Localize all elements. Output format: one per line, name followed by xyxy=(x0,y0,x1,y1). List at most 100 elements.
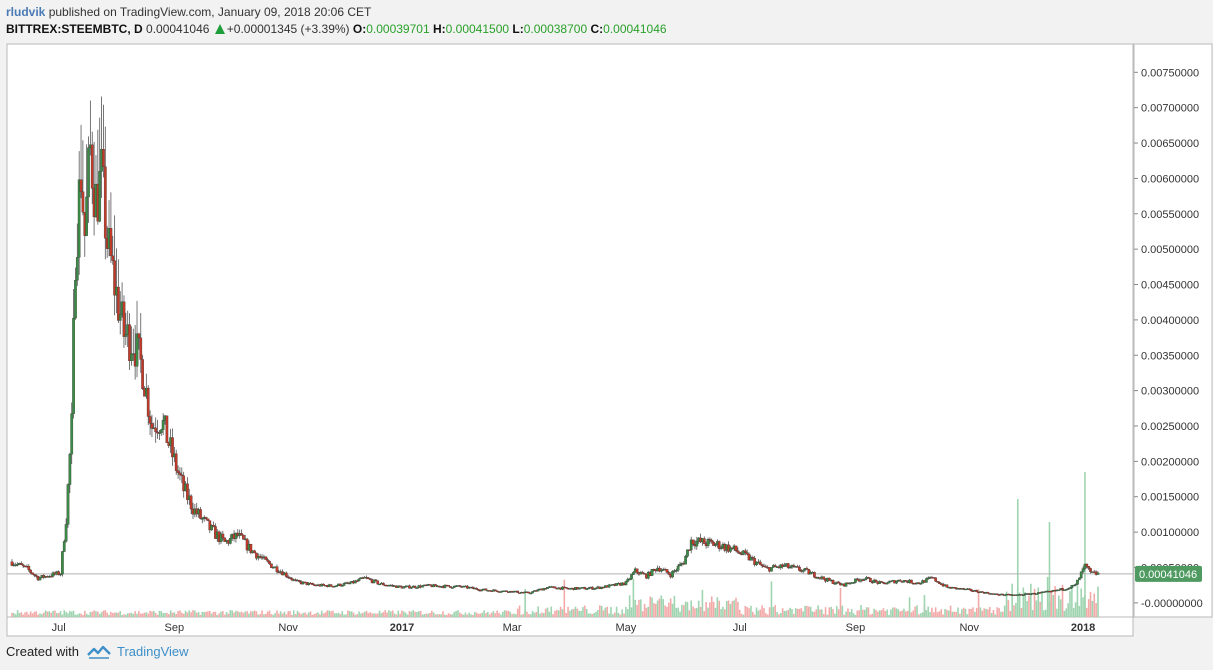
volume-bar xyxy=(311,614,314,617)
plot-area[interactable] xyxy=(6,43,1134,618)
volume-bar xyxy=(914,606,916,617)
candle-body xyxy=(660,570,663,572)
x-tick-label: Sep xyxy=(165,622,185,634)
volume-bar xyxy=(160,611,163,617)
candle-body xyxy=(882,582,885,584)
volume-bar xyxy=(61,614,64,617)
volume-bar xyxy=(557,610,560,617)
volume-bar xyxy=(828,607,831,617)
candle-body xyxy=(74,280,77,319)
volume-bar xyxy=(266,611,269,617)
candle-body xyxy=(516,590,520,593)
candle-body xyxy=(1085,563,1089,567)
candle-body xyxy=(154,427,158,433)
volume-bar xyxy=(890,609,892,617)
candle-body xyxy=(945,584,949,588)
volume-bar xyxy=(132,613,135,617)
volume-bar xyxy=(26,611,28,617)
volume-bar xyxy=(283,611,286,617)
candle-body xyxy=(479,590,482,592)
y-tick-label: 0.00250000 xyxy=(1141,421,1199,433)
volume-bar xyxy=(766,614,769,617)
volume-bar xyxy=(369,612,372,617)
volume-bar xyxy=(709,602,711,617)
volume-bar xyxy=(1015,602,1017,617)
volume-bar xyxy=(343,614,345,617)
volume-bar xyxy=(199,614,202,617)
y-tick-label: 0.00750000 xyxy=(1141,67,1199,79)
close-label: C: xyxy=(590,22,604,36)
volume-bar xyxy=(781,608,784,617)
volume-bar xyxy=(391,610,394,617)
volume-bar xyxy=(796,608,799,617)
candle-body xyxy=(62,541,66,552)
candle-body xyxy=(505,590,508,592)
candle-body xyxy=(61,551,64,575)
volume-bar xyxy=(119,611,122,617)
candle-body xyxy=(186,483,189,500)
volume-bar xyxy=(470,614,472,617)
candle-body xyxy=(658,567,661,572)
volume-bar xyxy=(550,606,553,617)
volume-bar xyxy=(746,607,748,617)
volume-bar xyxy=(544,608,547,617)
volume-bar xyxy=(925,610,928,617)
published-text: published on TradingView.com, January 09… xyxy=(48,5,372,19)
candle-body xyxy=(676,565,680,571)
volume-bar xyxy=(615,606,618,617)
volume-bar xyxy=(1054,586,1056,617)
volume-bar xyxy=(278,613,280,617)
tradingview-link[interactable]: TradingView xyxy=(116,644,189,659)
volume-bar xyxy=(108,614,110,617)
candle-body xyxy=(204,517,208,519)
candle-body xyxy=(590,586,594,590)
candle-body xyxy=(79,179,83,192)
candle-body xyxy=(708,539,712,541)
tradingview-logo-icon xyxy=(87,645,111,659)
candle-body xyxy=(734,545,738,551)
volume-bar xyxy=(50,612,52,617)
candle-body xyxy=(641,572,645,574)
volume-bar xyxy=(182,613,185,617)
price-axis[interactable] xyxy=(1133,43,1213,618)
candle-body xyxy=(68,454,72,485)
volume-bar xyxy=(968,608,971,617)
author-link[interactable]: rludvik xyxy=(6,5,46,19)
candle-body xyxy=(66,484,70,525)
candle-body xyxy=(176,470,180,473)
volume-bar xyxy=(944,609,946,617)
volume-bar xyxy=(785,610,788,617)
volume-bar xyxy=(931,607,933,617)
candle-body xyxy=(798,566,801,571)
up-arrow-icon xyxy=(214,24,225,34)
volume-bar xyxy=(425,613,428,617)
volume-bar xyxy=(466,614,469,617)
volume-bar xyxy=(959,613,961,617)
x-tick-label: Mar xyxy=(503,622,522,634)
volume-bar xyxy=(432,612,435,617)
volume-bar xyxy=(72,610,75,617)
volume-bar xyxy=(673,595,676,617)
volume-bar xyxy=(130,612,133,617)
volume-bar xyxy=(516,608,519,617)
volume-bar xyxy=(738,609,741,617)
volume-bar xyxy=(393,613,396,617)
candle-body xyxy=(585,588,589,590)
volume-bar xyxy=(919,613,922,617)
candle-body xyxy=(801,569,805,572)
candle-body xyxy=(10,561,14,566)
volume-bar xyxy=(759,609,762,617)
candle-body xyxy=(335,585,339,587)
volume-bar xyxy=(14,614,17,617)
volume-bar xyxy=(236,611,239,617)
candle-body xyxy=(592,588,596,590)
volume-bar xyxy=(524,589,526,617)
volume-bar xyxy=(863,609,866,617)
candle-body xyxy=(398,585,402,587)
volume-bar xyxy=(1035,600,1038,617)
volume-bar xyxy=(296,610,299,617)
volume-bar xyxy=(1016,499,1019,617)
candle-body xyxy=(113,260,116,296)
volume-bar xyxy=(593,612,595,617)
